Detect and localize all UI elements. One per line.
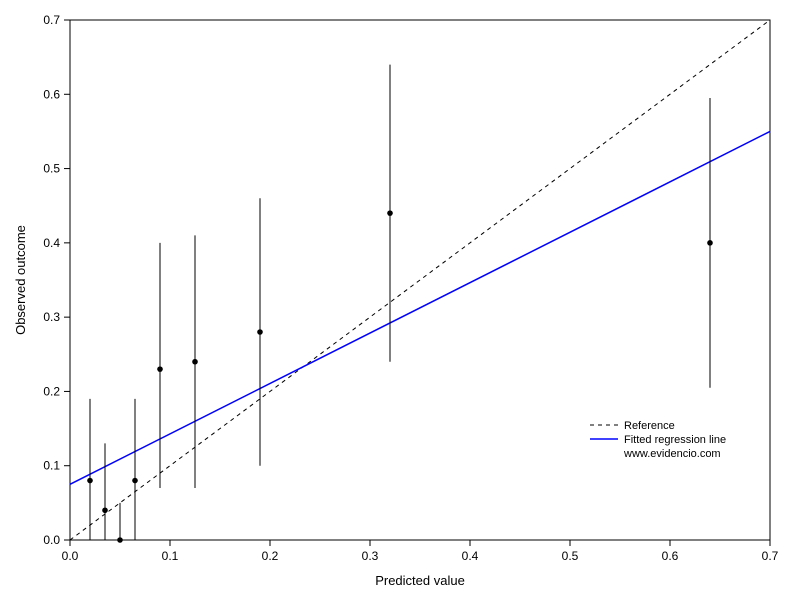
y-tick-label: 0.6 <box>43 87 60 101</box>
y-tick-label: 0.0 <box>43 533 60 547</box>
data-point <box>132 478 138 484</box>
calibration-chart: 0.0 0.1 0.2 0.3 0.4 0.5 0.6 0.7 0.0 0.1 0.2 0.3 0.4 0… <box>0 0 800 600</box>
data-point <box>157 366 163 372</box>
x-tick-label: 0.7 <box>762 549 779 563</box>
data-point <box>102 507 108 513</box>
y-axis-label: Observed outcome <box>13 225 28 335</box>
data-point <box>257 329 263 335</box>
x-tick-label: 0.0 <box>62 549 79 563</box>
data-point <box>192 359 198 365</box>
legend-label: Fitted regression line <box>624 434 726 446</box>
y-tick-label: 0.7 <box>43 13 60 27</box>
legend: Reference Fitted regression line www.evide… <box>590 420 726 460</box>
y-tick-label: 0.2 <box>43 384 60 398</box>
y-tick-label: 0.4 <box>43 236 60 250</box>
chart-container: 0.0 0.1 0.2 0.3 0.4 0.5 0.6 0.7 0.0 0.1 0.2 0.3 0.4 0… <box>0 0 800 600</box>
x-tick-label: 0.5 <box>562 549 579 563</box>
legend-label: Reference <box>624 420 675 432</box>
x-tick-label: 0.1 <box>162 549 179 563</box>
y-tick-label: 0.3 <box>43 310 60 324</box>
data-point <box>387 210 393 216</box>
x-tick-label: 0.3 <box>362 549 379 563</box>
y-tick-label: 0.5 <box>43 162 60 176</box>
legend-attribution: www.evidencio.com <box>623 448 721 460</box>
data-point <box>707 240 713 246</box>
x-tick-label: 0.2 <box>262 549 279 563</box>
data-point <box>117 537 123 543</box>
y-tick-label: 0.1 <box>43 459 60 473</box>
x-tick-label: 0.4 <box>462 549 479 563</box>
data-point <box>87 478 93 484</box>
x-tick-label: 0.6 <box>662 549 679 563</box>
reference-line <box>70 20 770 540</box>
x-axis-label: Predicted value <box>375 573 465 588</box>
